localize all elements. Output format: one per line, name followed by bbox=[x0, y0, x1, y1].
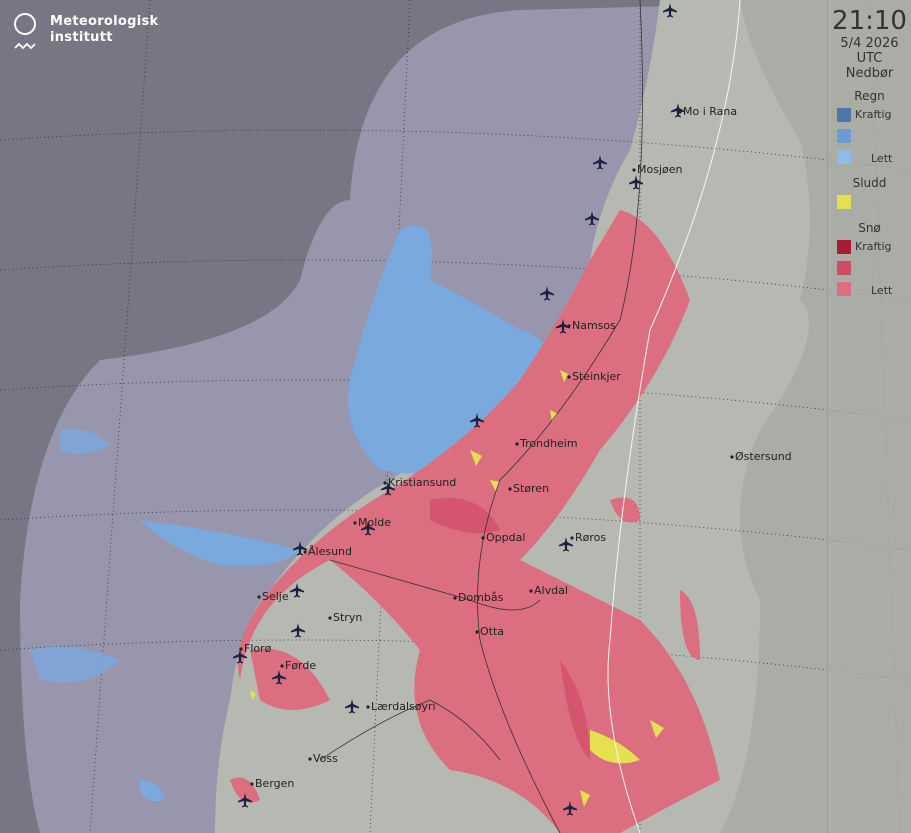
airport-icon bbox=[238, 793, 252, 808]
city-label: Trondheim bbox=[519, 437, 578, 450]
snow-strong-label: Kraftig bbox=[855, 240, 892, 253]
city-marker bbox=[481, 536, 485, 540]
city-marker bbox=[328, 616, 332, 620]
legend-panel: 21:10 5/4 2026 UTC Nedbør Regn Kraftig L… bbox=[827, 0, 911, 833]
city-marker bbox=[678, 110, 682, 114]
city-marker bbox=[508, 487, 512, 491]
city-marker bbox=[632, 168, 636, 172]
airport-icon bbox=[563, 801, 577, 816]
legend-title: Nedbør bbox=[845, 66, 894, 81]
city-label: Voss bbox=[313, 752, 338, 765]
city-label: Stryn bbox=[333, 611, 362, 624]
city-marker bbox=[529, 589, 533, 593]
city-label: Kristiansund bbox=[388, 476, 456, 489]
airport-icon bbox=[293, 541, 307, 556]
legend-snow-label: Snø bbox=[858, 221, 881, 235]
city-marker bbox=[366, 705, 370, 709]
snow-medium-swatch bbox=[837, 261, 851, 275]
city-marker bbox=[250, 782, 254, 786]
city-marker bbox=[353, 521, 357, 525]
sleet-areas bbox=[250, 370, 664, 807]
city-marker bbox=[280, 664, 284, 668]
airport-icon bbox=[272, 670, 286, 685]
sleet-swatch bbox=[837, 195, 851, 209]
airport-icon bbox=[291, 623, 305, 638]
airport-icon bbox=[671, 103, 685, 118]
logo-line1: Meteorologisk bbox=[50, 14, 159, 29]
city-label: Røros bbox=[575, 531, 606, 544]
city-label: Østersund bbox=[735, 450, 792, 463]
city-label: Florø bbox=[244, 642, 272, 655]
city-label: Førde bbox=[285, 659, 316, 672]
airport-icon bbox=[559, 537, 573, 552]
airport-icon bbox=[629, 175, 643, 190]
city-label: Steinkjer bbox=[572, 370, 621, 383]
city-label: Oppdal bbox=[486, 531, 525, 544]
legend-date: 5/4 2026 bbox=[840, 36, 899, 51]
city-label: Alvdal bbox=[534, 584, 568, 597]
rain-light-label: Lett bbox=[871, 152, 893, 165]
rain-strong-swatch bbox=[837, 108, 851, 122]
airport-icon bbox=[585, 211, 599, 226]
city-label: Molde bbox=[358, 516, 391, 529]
city-marker bbox=[515, 442, 519, 446]
city-marker bbox=[303, 550, 307, 554]
airport-icon bbox=[345, 699, 359, 714]
airports bbox=[233, 3, 685, 816]
snow-strong-swatch bbox=[837, 240, 851, 254]
rain-medium-swatch bbox=[837, 129, 851, 143]
city-marker bbox=[239, 647, 243, 651]
city-marker bbox=[257, 595, 261, 599]
airport-icon bbox=[290, 583, 304, 598]
city-marker bbox=[308, 757, 312, 761]
snow-light-label: Lett bbox=[871, 284, 893, 297]
city-label: Selje bbox=[262, 590, 289, 603]
airport-icon bbox=[361, 521, 375, 536]
city-label: Dombås bbox=[458, 591, 504, 604]
met-logo: Meteorologisk institutt bbox=[12, 12, 159, 54]
logo-line2: institutt bbox=[50, 30, 113, 45]
legend-rain-label: Regn bbox=[854, 89, 885, 103]
legend-time: 21:10 bbox=[832, 6, 907, 36]
city-label: Ålesund bbox=[308, 545, 352, 558]
city-marker bbox=[730, 455, 734, 459]
airport-icon bbox=[381, 481, 395, 496]
rain-light-swatch bbox=[837, 150, 851, 164]
met-logo-icon bbox=[14, 13, 36, 50]
legend-timezone: UTC bbox=[856, 51, 883, 66]
airport-icon bbox=[556, 319, 570, 334]
city-marker bbox=[475, 630, 479, 634]
airport-icon bbox=[233, 649, 247, 664]
city-marker bbox=[567, 375, 571, 379]
airport-icon bbox=[663, 3, 677, 18]
snow-light-swatch bbox=[837, 282, 851, 296]
city-marker bbox=[383, 481, 387, 485]
city-label: Otta bbox=[480, 625, 504, 638]
city-label: Bergen bbox=[255, 777, 294, 790]
rain-strong-label: Kraftig bbox=[855, 108, 892, 121]
legend-sleet-label: Sludd bbox=[852, 176, 887, 190]
airport-icon bbox=[593, 155, 607, 170]
city-label: Mo i Rana bbox=[683, 105, 737, 118]
city-labels: Mo i Rana Mosjøen Namsos Steinkjer Trondheim… bbox=[239, 105, 792, 790]
roads bbox=[319, 0, 741, 833]
city-marker bbox=[570, 536, 574, 540]
city-label: Mosjøen bbox=[637, 163, 683, 176]
city-label: Namsos bbox=[572, 319, 616, 332]
city-label: Lærdalsøyri bbox=[371, 700, 436, 713]
city-marker bbox=[453, 596, 457, 600]
airport-icon bbox=[470, 413, 484, 428]
airport-icon bbox=[540, 286, 554, 301]
snow-strong-areas bbox=[430, 498, 590, 760]
city-marker bbox=[567, 324, 571, 328]
city-label: Støren bbox=[513, 482, 549, 495]
